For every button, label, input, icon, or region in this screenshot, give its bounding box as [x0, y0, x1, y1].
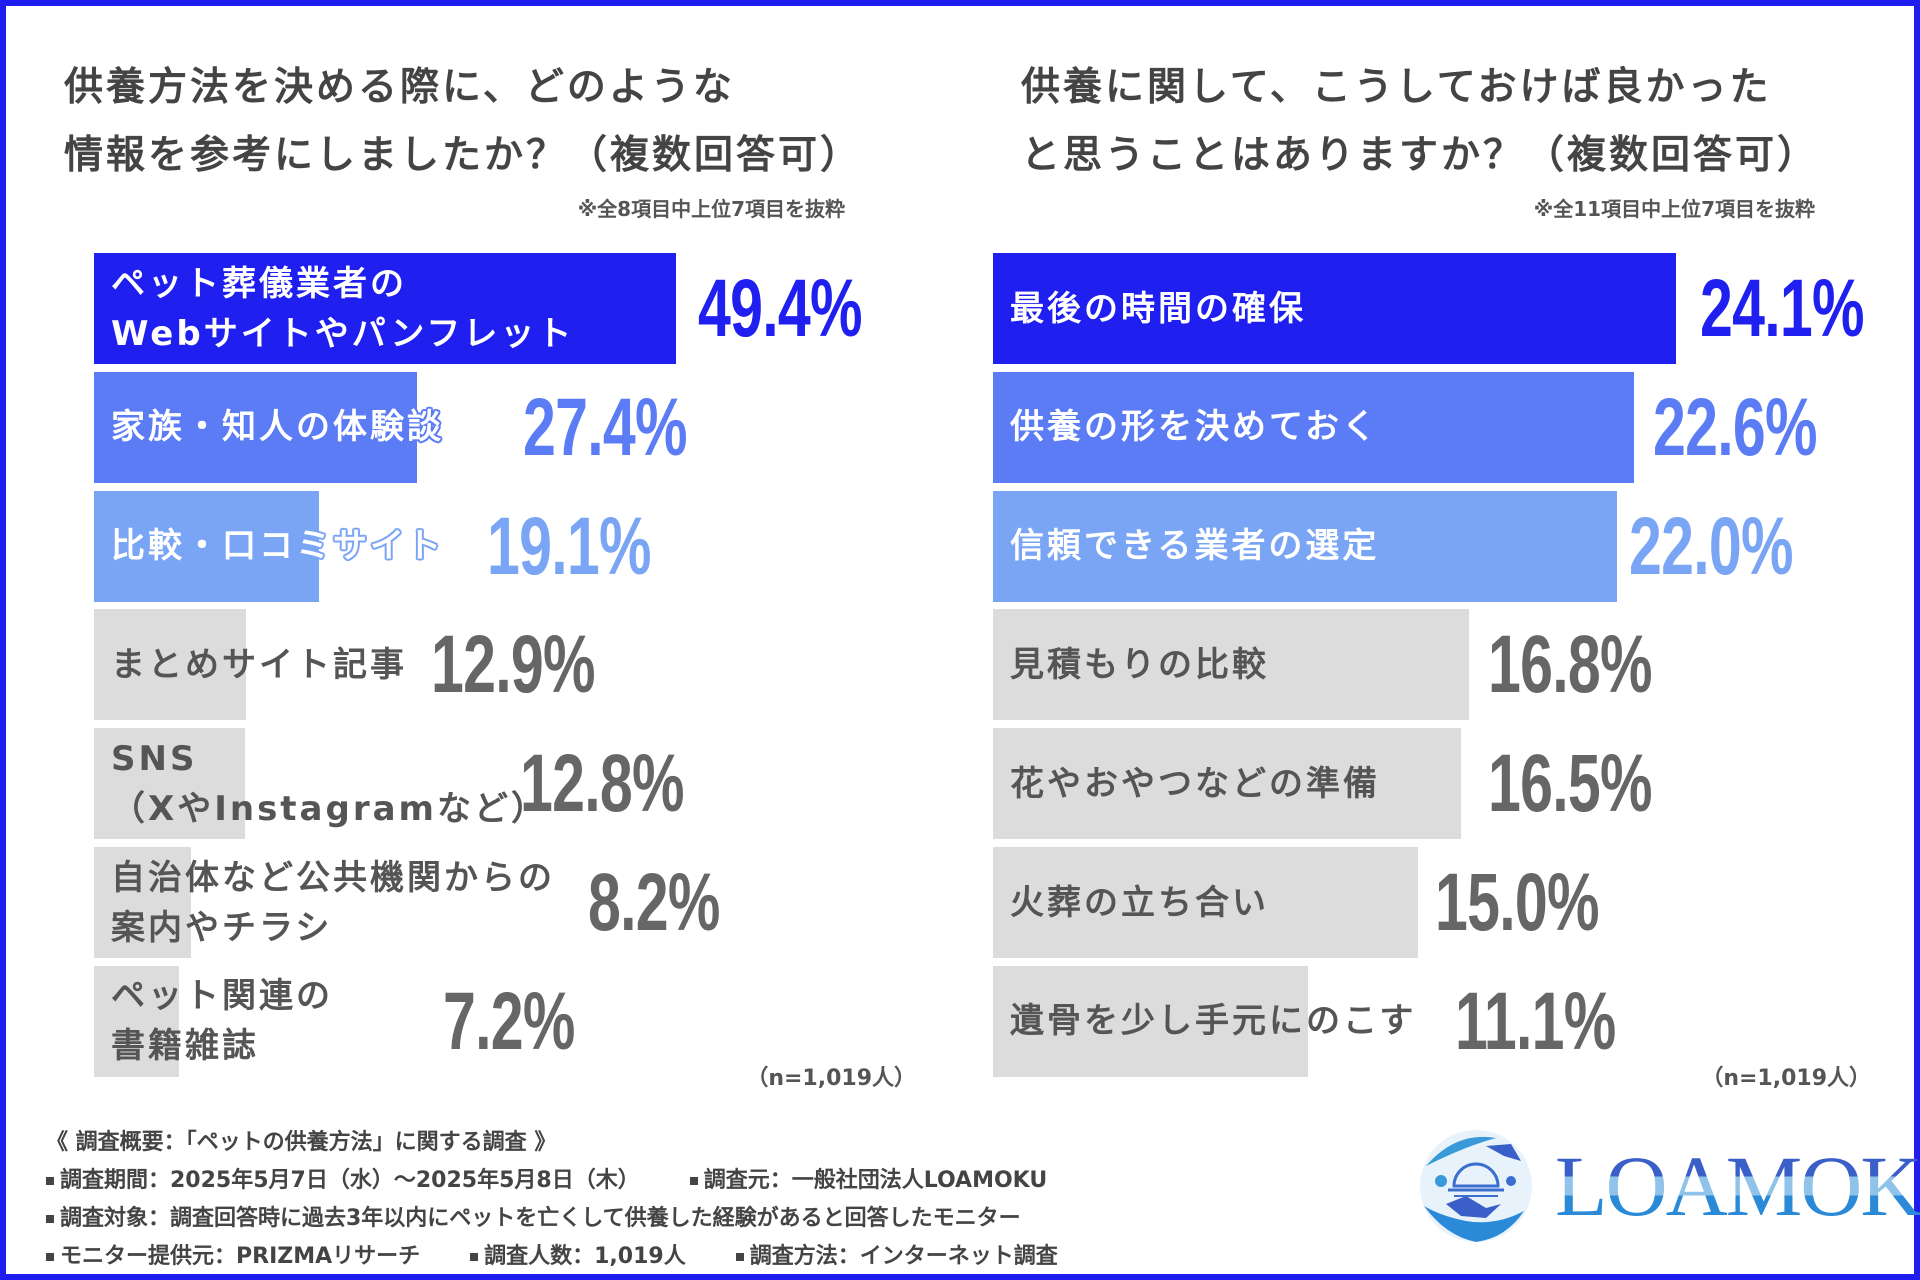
- bar: [94, 371, 417, 483]
- bar-label: 最後の時間の確保: [1010, 253, 1306, 364]
- data-label: 11.1%: [1455, 975, 1616, 1067]
- survey-line: モニター提供元：PRIZMAリサーチ 調査人数：1,019人 調査方法：インターネッ…: [46, 1238, 1108, 1270]
- left-chart-note: ※全8項目中上位7項目を抜粋: [577, 197, 845, 221]
- bar-label: まとめサイト記事: [111, 609, 407, 720]
- bar-label-line: 見積もりの比較: [1010, 644, 1269, 685]
- bullet-square-icon: [46, 1177, 54, 1185]
- data-label: 12.8%: [520, 738, 685, 830]
- survey-item: 調査元：一般社団法人LOAMOKU: [689, 1168, 1048, 1193]
- survey-line: 調査期間：2025年5月7日（水）～2025年5月8日（木） 調査元：一般社団法人…: [46, 1162, 1097, 1194]
- bar: [94, 253, 676, 364]
- data-label: 7.2%: [443, 975, 575, 1067]
- bar-label-line: 書籍雑誌: [111, 1026, 259, 1067]
- bar-label: 遺骨を少し手元にのこす: [1010, 966, 1416, 1077]
- survey-line: 調査対象：調査回答時に過去3年以内にペットを亡くして供養した経験があると回答した…: [46, 1200, 1071, 1232]
- right-title-line-1: 供養に関して、こうしておけば良かった: [1021, 65, 1772, 110]
- bar-label-line: 比較・口コミサイト: [111, 526, 444, 567]
- bar-label: 家族・知人の体験談: [111, 372, 444, 483]
- data-label: 24.1%: [1700, 263, 1865, 354]
- bullet-square-icon: [689, 1177, 698, 1185]
- survey-item: モニター提供元：PRIZMAリサーチ: [46, 1244, 420, 1269]
- bar-label-line: ペット葬儀業者の: [111, 263, 407, 304]
- data-label: 49.4%: [698, 263, 863, 354]
- bar: [993, 490, 1617, 602]
- bar-label-line: SNS: [111, 738, 198, 779]
- bar-label-line: （XやInstagramなど）: [111, 788, 548, 829]
- right-chart-title: 供養に関して、こうしておけば良かった と思うことはありますか？（複数回答可）: [1021, 54, 1819, 190]
- bar: [993, 847, 1419, 958]
- survey-item-text: 調査人数：1,019人: [484, 1244, 686, 1269]
- left-title-line-1: 供養方法を決める際に、どのような: [64, 65, 735, 110]
- bar-label-line: Webサイトやパンフレット: [111, 313, 575, 354]
- bar: [94, 728, 245, 840]
- bar-label-line: 家族・知人の体験談: [111, 407, 444, 448]
- survey-item: 調査期間：2025年5月7日（水）～2025年5月8日（木）: [46, 1168, 640, 1193]
- bullet-square-icon: [46, 1215, 54, 1223]
- left-sample-size: （n=1,019人）: [746, 1066, 916, 1091]
- bar-label-line: ペット関連の: [111, 976, 333, 1017]
- data-label: 19.1%: [487, 500, 652, 592]
- bar-label: ペット葬儀業者の Webサイトやパンフレット: [111, 253, 574, 364]
- bar: [993, 728, 1461, 840]
- bar-label-line: まとめサイト記事: [111, 644, 407, 685]
- survey-item-text: モニター提供元：PRIZMAリサーチ: [60, 1244, 421, 1269]
- bar: [94, 847, 191, 958]
- survey-item-text: 調査方法：インターネット調査: [749, 1244, 1058, 1269]
- data-label: 15.0%: [1435, 857, 1600, 948]
- data-label: 16.5%: [1488, 738, 1653, 830]
- bar-label-line: 自治体など公共機関からの: [111, 857, 555, 898]
- right-sample-size: （n=1,019人）: [1701, 1066, 1871, 1091]
- bar: [993, 609, 1470, 721]
- survey-item: 調査対象：調査回答時に過去3年以内にペットを亡くして供養した経験があると回答した…: [46, 1206, 1021, 1231]
- data-label: 22.0%: [1629, 500, 1794, 592]
- bullet-square-icon: [470, 1253, 479, 1261]
- bar-label: ペット関連の 書籍雑誌: [111, 966, 333, 1077]
- bar-label: 自治体など公共機関からの 案内やチラシ: [111, 847, 555, 958]
- survey-item-text: 調査元：一般社団法人LOAMOKU: [703, 1168, 1048, 1193]
- bar-label-line: 最後の時間の確保: [1010, 288, 1306, 329]
- left-title-line-2: 情報を参考にしましたか？（複数回答可）: [64, 133, 863, 178]
- bar-label: 比較・口コミサイト: [111, 491, 444, 602]
- bar: [993, 371, 1634, 483]
- loamoku-logo-text: LOAMOKU: [1555, 1138, 1920, 1234]
- survey-heading: 《 調査概要：「ペットの供養方法」に関する調査 》: [46, 1130, 557, 1155]
- data-label: 22.6%: [1653, 381, 1818, 473]
- survey-item: 調査方法：インターネット調査: [735, 1244, 1058, 1269]
- survey-item: 調査人数：1,019人: [470, 1244, 686, 1269]
- bullet-square-icon: [46, 1253, 54, 1261]
- bar-label-line: 花やおやつなどの準備: [1010, 763, 1380, 804]
- bar-label-line: 案内やチラシ: [111, 907, 333, 948]
- bar-label-line: 信頼できる業者の選定: [1010, 526, 1380, 567]
- bar: [94, 609, 246, 721]
- data-label: 27.4%: [523, 381, 688, 473]
- survey-item-text: 調査対象：調査回答時に過去3年以内にペットを亡くして供養した経験があると回答した…: [60, 1206, 1021, 1231]
- data-label: 16.8%: [1488, 619, 1653, 711]
- bullet-square-icon: [735, 1253, 744, 1261]
- right-title-line-2: と思うことはありますか？（複数回答可）: [1021, 133, 1820, 178]
- bar-label: 火葬の立ち合い: [1010, 847, 1269, 958]
- bar-label-line: 火葬の立ち合い: [1010, 882, 1269, 923]
- data-label: 8.2%: [588, 857, 720, 948]
- bar-label: 見積もりの比較: [1010, 609, 1269, 720]
- loamoku-logo-emblem: [1420, 1130, 1532, 1242]
- bar-label-line: 遺骨を少し手元にのこす: [1010, 1001, 1417, 1042]
- survey-item-text: 調査期間：2025年5月7日（水）～2025年5月8日（木）: [60, 1168, 640, 1193]
- bar: [94, 490, 319, 602]
- bar-label: SNS （XやInstagramなど）: [111, 728, 548, 839]
- left-chart-title: 供養方法を決める際に、どのような 情報を参考にしましたか？（複数回答可）: [64, 54, 862, 190]
- bar-label: 花やおやつなどの準備: [1010, 728, 1380, 839]
- bar-label: 信頼できる業者の選定: [1010, 491, 1379, 602]
- right-chart-note: ※全11項目中上位7項目を抜粋: [1533, 197, 1815, 221]
- data-label: 12.9%: [431, 619, 596, 711]
- bar: [993, 253, 1677, 364]
- bar: [993, 965, 1308, 1077]
- bar-label: 供養の形を決めておく: [1010, 372, 1379, 483]
- bar: [94, 965, 179, 1077]
- bar-label-line: 供養の形を決めておく: [1010, 407, 1379, 448]
